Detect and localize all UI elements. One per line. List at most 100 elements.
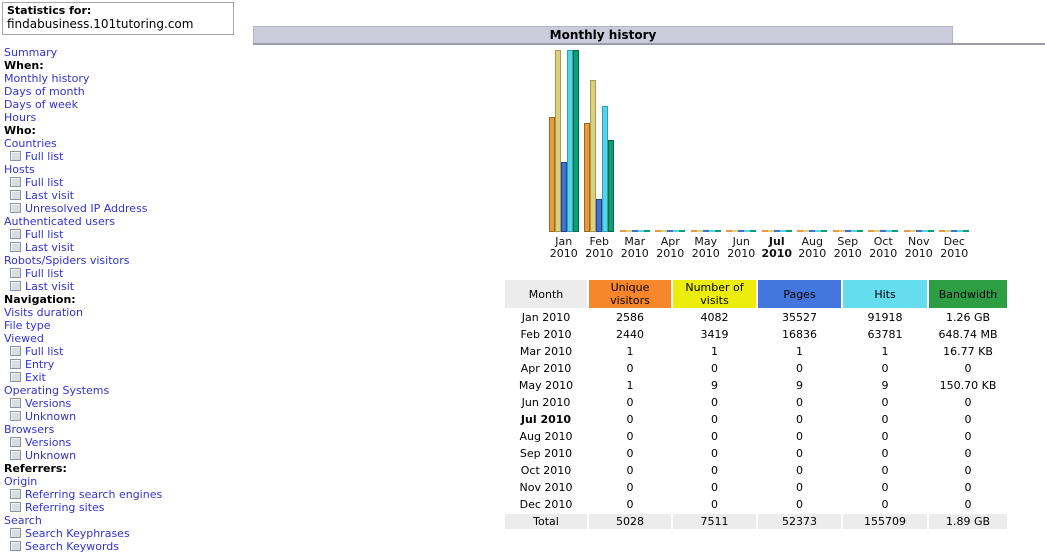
row-value: 0 [711, 413, 718, 426]
sidebar-item-label: Operating Systems [4, 384, 110, 397]
row-value: 0 [626, 413, 634, 426]
menu-bullet-icon [10, 502, 21, 512]
bar-bandwidth-mb [927, 230, 934, 232]
chart-group-dec-2010 [937, 50, 973, 232]
row-value: 0 [796, 447, 803, 460]
sidebar-item-days-of-month[interactable]: Days of month [4, 85, 249, 98]
sidebar-item-label: Last visit [25, 241, 75, 254]
sidebar-item-file-type[interactable]: File type [4, 319, 249, 332]
sidebar-item-who: Who: [4, 124, 249, 137]
total-value: 7511 [673, 514, 756, 529]
sidebar-item-full-list[interactable]: Full list [4, 228, 249, 241]
row-value: 2586 [616, 311, 644, 324]
menu-bullet-icon [10, 528, 21, 538]
sidebar-item-full-list[interactable]: Full list [4, 176, 249, 189]
bar-hits [566, 50, 573, 232]
row-value: 0 [964, 481, 972, 494]
site-domain: findabusiness.101tutoring.com [7, 17, 194, 31]
row-value: 3419 [700, 328, 729, 341]
row-value: 0 [796, 464, 803, 477]
sidebar-item-versions[interactable]: Versions [4, 397, 249, 410]
sidebar-item-browsers[interactable]: Browsers [4, 423, 249, 436]
sidebar-item-hours[interactable]: Hours [4, 111, 249, 124]
sidebar-item-label: Last visit [25, 280, 75, 293]
sidebar-item-label: Countries [4, 137, 57, 150]
row-value: 1 [796, 345, 803, 358]
sidebar-item-unresolved-ip-address[interactable]: Unresolved IP Address [4, 202, 249, 215]
sidebar-item-entry[interactable]: Entry [4, 358, 249, 371]
sidebar-item-exit[interactable]: Exit [4, 371, 249, 384]
sidebar-item-origin[interactable]: Origin [4, 475, 249, 488]
bar-bandwidth-mb [750, 230, 757, 232]
bar-bandwidth-mb [785, 230, 792, 232]
chart-group-jul-2010 [759, 50, 795, 232]
sidebar-item-navigation: Navigation: [4, 293, 249, 306]
menu-bullet-icon [10, 437, 21, 447]
sidebar-item-label: Exit [25, 371, 46, 384]
bar-unique-visitors [939, 230, 946, 232]
sidebar-item-label: Versions [25, 436, 72, 449]
bar-unique-visitors [868, 230, 875, 232]
sidebar-item-search-keywords[interactable]: Search Keywords [4, 540, 249, 553]
total-value: 1.89 GB [929, 514, 1007, 529]
statistics-for-label: Statistics for: [7, 4, 92, 17]
sidebar-item-operating-systems[interactable]: Operating Systems [4, 384, 249, 397]
sidebar-item-full-list[interactable]: Full list [4, 345, 249, 358]
row-value: 1 [626, 379, 634, 392]
row-value: 0 [626, 447, 634, 460]
sidebar-item-summary[interactable]: Summary [4, 46, 249, 59]
sidebar-item-monthly-history[interactable]: Monthly history [4, 72, 249, 85]
sidebar-item-full-list[interactable]: Full list [4, 150, 249, 163]
sidebar-item-last-visit[interactable]: Last visit [4, 241, 249, 254]
row-value: 1 [881, 345, 889, 358]
row-value: 0 [626, 396, 634, 409]
sidebar-item-robots-spiders-visitors[interactable]: Robots/Spiders visitors [4, 254, 249, 267]
sidebar-item-label: Search Keywords [25, 540, 119, 553]
menu-bullet-icon [10, 229, 21, 239]
sidebar-item-viewed[interactable]: Viewed [4, 332, 249, 345]
table-row: Mar 2010 1 1 1 1 16.77 KB [505, 344, 1007, 359]
bar-bandwidth-mb [963, 230, 970, 232]
sidebar-item-label: When: [4, 59, 44, 72]
sidebar-item-unknown[interactable]: Unknown [4, 410, 249, 423]
row-value: 9 [796, 379, 803, 392]
sidebar-item-days-of-week[interactable]: Days of week [4, 98, 249, 111]
row-value: 1.26 GB [945, 311, 991, 324]
sidebar-item-authenticated-users[interactable]: Authenticated users [4, 215, 249, 228]
sidebar-item-versions[interactable]: Versions [4, 436, 249, 449]
row-value: 0 [964, 447, 972, 460]
row-value: 91918 [867, 311, 903, 324]
row-value: 0 [626, 498, 634, 511]
row-value: 9 [711, 379, 718, 392]
row-month: Sep 2010 [519, 447, 573, 460]
sidebar-item-referring-search-engines[interactable]: Referring search engines [4, 488, 249, 501]
bar-unique-visitors [797, 230, 804, 232]
row-value: 0 [711, 481, 718, 494]
sidebar-item-last-visit[interactable]: Last visit [4, 189, 249, 202]
sidebar-item-when: When: [4, 59, 249, 72]
bar-unique-visitors [726, 230, 733, 232]
bar-unique-visitors [619, 230, 626, 232]
month-label-sep-2010: Sep 2010 [833, 235, 862, 260]
sidebar-item-hosts[interactable]: Hosts [4, 163, 249, 176]
sidebar-item-search-keyphrases[interactable]: Search Keyphrases [4, 527, 249, 540]
sidebar-item-label: Entry [25, 358, 55, 371]
bar-bandwidth-mb [821, 230, 828, 232]
bar-bandwidth-mb [643, 230, 650, 232]
row-value: 0 [711, 447, 718, 460]
sidebar-item-referring-sites[interactable]: Referring sites [4, 501, 249, 514]
monthly-history-chart [546, 50, 973, 232]
sidebar-item-unknown[interactable]: Unknown [4, 449, 249, 462]
sidebar-item-visits-duration[interactable]: Visits duration [4, 306, 249, 319]
sidebar-item-search[interactable]: Search [4, 514, 249, 527]
sidebar-item-full-list[interactable]: Full list [4, 267, 249, 280]
bar-pages [596, 199, 603, 232]
sidebar-item-countries[interactable]: Countries [4, 137, 249, 150]
sidebar-item-last-visit[interactable]: Last visit [4, 280, 249, 293]
bar-pages [667, 230, 674, 232]
bar-bandwidth-mb [679, 230, 686, 232]
bar-number-of-visits [874, 230, 881, 232]
bar-pages [738, 230, 745, 232]
bar-bandwidth-mb [856, 230, 863, 232]
row-value: 0 [964, 413, 972, 426]
